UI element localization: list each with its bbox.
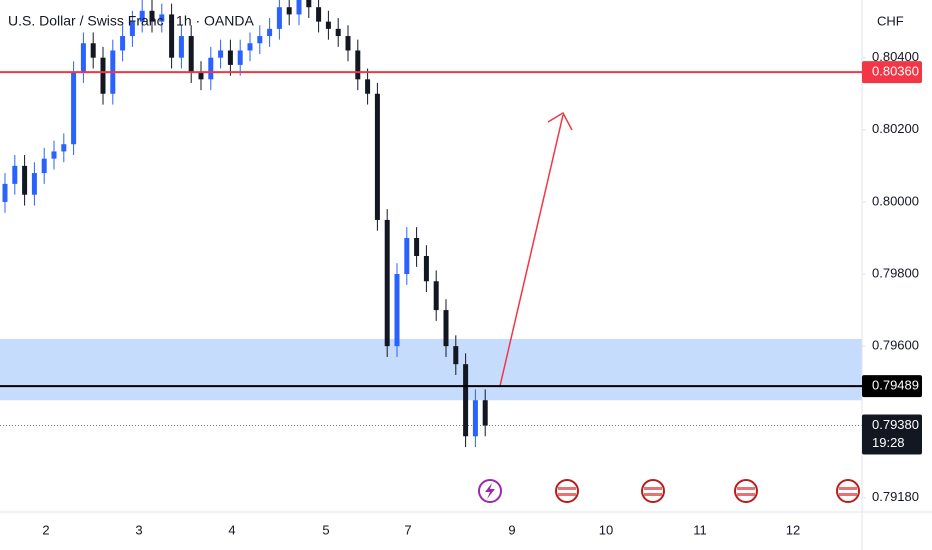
candle-body bbox=[208, 57, 214, 80]
candle-body bbox=[139, 10, 145, 22]
candle-body bbox=[169, 14, 175, 58]
candle-body bbox=[237, 50, 243, 65]
candle-body bbox=[267, 28, 273, 37]
y-tick-label: 0.79180 bbox=[872, 489, 919, 504]
last-price-label: 0.79380 bbox=[872, 417, 919, 432]
candle-body bbox=[365, 79, 371, 94]
candle-body bbox=[276, 7, 282, 29]
candle-body bbox=[414, 237, 420, 256]
y-tick-label: 0.79600 bbox=[872, 338, 919, 353]
candle-body bbox=[149, 10, 155, 22]
candle-body bbox=[335, 28, 341, 37]
level-label: 0.80360 bbox=[872, 64, 919, 79]
candle-body bbox=[355, 50, 361, 80]
y-tick-label: 0.80400 bbox=[872, 49, 919, 64]
x-tick-label: 9 bbox=[508, 522, 515, 537]
chart-title: U.S. Dollar / Swiss Franc · 1h · OANDA bbox=[8, 13, 254, 29]
x-tick-label: 11 bbox=[693, 522, 707, 537]
level-label: 0.79489 bbox=[872, 378, 919, 393]
candle-body bbox=[286, 7, 292, 15]
candle-body bbox=[463, 364, 469, 437]
last-price-tag bbox=[862, 414, 922, 455]
candle-body bbox=[423, 256, 429, 282]
x-tick-label: 7 bbox=[404, 522, 411, 537]
candle-body bbox=[61, 144, 67, 152]
candle-body bbox=[433, 281, 439, 311]
x-tick-label: 5 bbox=[322, 522, 329, 537]
candle-body bbox=[71, 72, 77, 145]
y-tick-label: 0.80000 bbox=[872, 193, 919, 208]
candle-body bbox=[12, 165, 18, 184]
level-tag bbox=[862, 61, 922, 84]
candle-body bbox=[227, 50, 233, 65]
candle-body bbox=[129, 21, 135, 37]
trade-arrow bbox=[499, 111, 573, 387]
level-tag bbox=[862, 375, 922, 398]
candle-body bbox=[443, 310, 449, 347]
candle-body bbox=[374, 93, 380, 220]
candle-body bbox=[453, 346, 459, 365]
currency-label: CHF bbox=[877, 13, 904, 28]
candle-body bbox=[100, 57, 106, 94]
event-icons bbox=[478, 479, 860, 503]
y-tick-label: 0.80200 bbox=[872, 121, 919, 136]
demand-zone bbox=[0, 338, 862, 401]
candle-body bbox=[345, 36, 351, 51]
candle-body bbox=[472, 400, 478, 437]
x-tick-label: 3 bbox=[135, 522, 142, 537]
countdown-label: 19:28 bbox=[872, 435, 905, 450]
candle-body bbox=[120, 36, 126, 51]
candle-body bbox=[51, 151, 57, 159]
candle-body bbox=[404, 237, 410, 275]
x-tick-label: 10 bbox=[599, 522, 613, 537]
candle-body bbox=[384, 219, 390, 347]
candle-body bbox=[41, 158, 47, 174]
candle-body bbox=[31, 173, 37, 195]
candle-body bbox=[306, 0, 312, 8]
candle-body bbox=[2, 183, 8, 202]
candle-body bbox=[80, 43, 86, 73]
x-tick-label: 12 bbox=[786, 522, 800, 537]
candle-body bbox=[316, 7, 322, 22]
candle-body bbox=[296, 0, 302, 15]
candle-body bbox=[482, 400, 488, 426]
candle-body bbox=[198, 72, 204, 80]
candle-body bbox=[178, 36, 184, 58]
candle-body bbox=[218, 50, 224, 58]
plot-area bbox=[0, 0, 862, 448]
candle-body bbox=[394, 274, 400, 347]
candle-body bbox=[159, 14, 165, 22]
x-tick-label: 4 bbox=[228, 522, 235, 537]
candle-body bbox=[22, 165, 28, 195]
candle-body bbox=[188, 36, 194, 73]
candle-body bbox=[257, 36, 263, 44]
x-tick-label: 2 bbox=[42, 522, 49, 537]
candle-body bbox=[90, 43, 96, 58]
candle-body bbox=[325, 21, 331, 29]
candle-body bbox=[247, 43, 253, 51]
y-tick-label: 0.79800 bbox=[872, 265, 919, 280]
